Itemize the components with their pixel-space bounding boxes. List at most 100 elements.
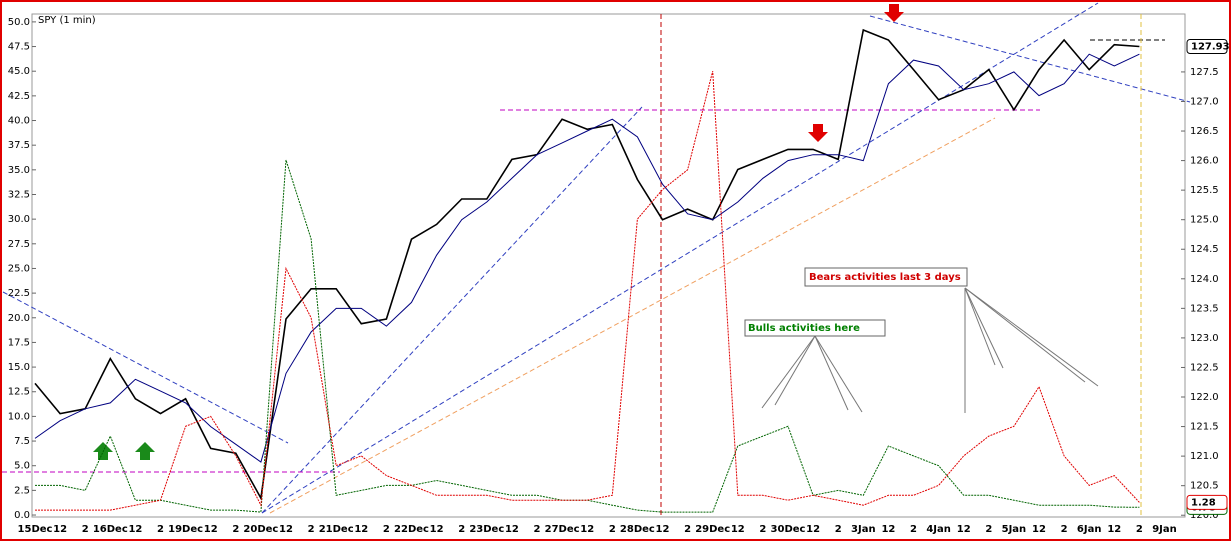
x-tick-label: 2 — [82, 524, 89, 535]
annotation-box — [804, 267, 968, 287]
x-tick-label: 2 — [534, 524, 541, 535]
x-tick-label: 2 — [835, 524, 842, 535]
y-tick-label: 45.0 — [8, 66, 30, 77]
y-tick-label: 40.0 — [8, 116, 30, 127]
x-tick-label: 9Jan — [1152, 524, 1177, 535]
y-tick-label: 20.0 — [8, 313, 30, 324]
y2-tick-label: 123.0 — [1190, 333, 1219, 344]
x-tick-label: 2 — [1061, 524, 1068, 535]
x-tick-label: 2 — [910, 524, 917, 535]
x-tick-label: 2 — [157, 524, 164, 535]
y-tick-label: 15.0 — [8, 362, 30, 373]
y-tick-label: 7.5 — [14, 436, 30, 447]
y-tick-label: 27.5 — [8, 239, 30, 250]
last-value-label: 127.93 — [1191, 42, 1230, 53]
x-tick-label: 4Jan — [926, 524, 951, 535]
y-tick-label: 42.5 — [8, 91, 30, 102]
series-line — [35, 71, 1140, 511]
x-tick-label: 2 — [985, 524, 992, 535]
x-tick-label: 2 — [232, 524, 239, 535]
x-tick-label: 27Dec — [545, 524, 580, 535]
x-tick-label: 3Jan — [851, 524, 876, 535]
x-tick-label: 12 — [53, 524, 67, 535]
y2-tick-label: 127.5 — [1190, 67, 1219, 78]
x-tick-label: 12 — [1107, 524, 1121, 535]
x-tick-label: 29Dec — [695, 524, 730, 535]
last-value-box — [1186, 39, 1228, 55]
y-tick-label: 47.5 — [8, 42, 30, 53]
x-tick-label: 12 — [505, 524, 519, 535]
x-tick-label: 12 — [1032, 524, 1046, 535]
y-tick-label: 35.0 — [8, 165, 30, 176]
annotation-box — [744, 319, 886, 337]
plot-area — [31, 13, 1186, 518]
x-tick-label: 2 — [308, 524, 315, 535]
annotation: Bulls activities here — [748, 323, 860, 334]
x-tick-label: 12 — [204, 524, 218, 535]
y2-tick-label: 127.0 — [1190, 96, 1219, 107]
y-tick-label: 12.5 — [8, 387, 30, 398]
x-tick-label: 22Dec — [394, 524, 429, 535]
x-tick-label: 12 — [430, 524, 444, 535]
x-tick-label: 15Dec — [18, 524, 53, 535]
x-tick-label: 5Jan — [1002, 524, 1027, 535]
x-tick-label: 12 — [806, 524, 820, 535]
y2-tick-label: 126.5 — [1190, 126, 1219, 137]
last-value-box — [1186, 494, 1228, 510]
x-tick-label: 12 — [128, 524, 142, 535]
x-tick-label: 2 — [609, 524, 616, 535]
x-tick-label: 19Dec — [168, 524, 203, 535]
x-tick-label: 30Dec — [771, 524, 806, 535]
callout-lines — [761, 287, 1099, 413]
x-tick-label: 2 — [383, 524, 390, 535]
x-tick-label: 12 — [731, 524, 745, 535]
annotation: Bears activities last 3 days — [809, 272, 961, 283]
x-tick-label: 12 — [957, 524, 971, 535]
y2-tick-label: 121.5 — [1190, 422, 1219, 433]
y2-tick-label: 125.0 — [1190, 215, 1219, 226]
y-tick-label: 10.0 — [8, 411, 30, 422]
x-tick-label: 20Dec — [243, 524, 278, 535]
y-tick-label: 2.5 — [14, 485, 30, 496]
x-tick-label: 23Dec — [469, 524, 504, 535]
y2-tick-label: 120.5 — [1190, 481, 1219, 492]
y-tick-label: 17.5 — [8, 337, 30, 348]
y2-tick-label: 123.5 — [1190, 303, 1219, 314]
x-tick-label: 2 — [1136, 524, 1143, 535]
y-tick-label: 32.5 — [8, 189, 30, 200]
x-tick-label: 28Dec — [620, 524, 655, 535]
series-line — [34, 28, 1140, 501]
y2-tick-label: 126.0 — [1190, 156, 1219, 167]
study-lines — [2, 2, 1191, 517]
x-tick-label: 12 — [881, 524, 895, 535]
x-tick-label: 12 — [354, 524, 368, 535]
y-tick-label: 37.5 — [8, 140, 30, 151]
y2-tick-label: 120.0 — [1190, 510, 1219, 521]
x-tick-label: 12 — [279, 524, 293, 535]
series-line — [34, 53, 1140, 463]
chart-title: SPY (1 min) — [38, 15, 96, 26]
y2-tick-label: 122.0 — [1190, 392, 1219, 403]
y2-tick-label: 125.5 — [1190, 185, 1219, 196]
series-line — [35, 159, 1140, 513]
y-tick-label: 5.0 — [14, 461, 30, 472]
y-tick-label: 50.0 — [8, 17, 30, 28]
y2-tick-label: 124.5 — [1190, 244, 1219, 255]
x-tick-label: 16Dec — [93, 524, 128, 535]
x-tick-label: 2 — [759, 524, 766, 535]
last-value-label: 1.28 — [1191, 497, 1216, 508]
y-tick-label: 0.0 — [14, 510, 30, 521]
y2-tick-label: 122.5 — [1190, 362, 1219, 373]
y2-tick-label: 124.0 — [1190, 274, 1219, 285]
x-tick-label: 12 — [656, 524, 670, 535]
y2-tick-label: 121.0 — [1190, 451, 1219, 462]
x-tick-label: 6Jan — [1077, 524, 1102, 535]
x-tick-label: 21Dec — [319, 524, 354, 535]
y-tick-label: 25.0 — [8, 263, 30, 274]
x-tick-label: 12 — [580, 524, 594, 535]
x-tick-label: 2 — [458, 524, 465, 535]
y-tick-label: 30.0 — [8, 214, 30, 225]
y-tick-label: 22.5 — [8, 288, 30, 299]
x-tick-label: 2 — [684, 524, 691, 535]
